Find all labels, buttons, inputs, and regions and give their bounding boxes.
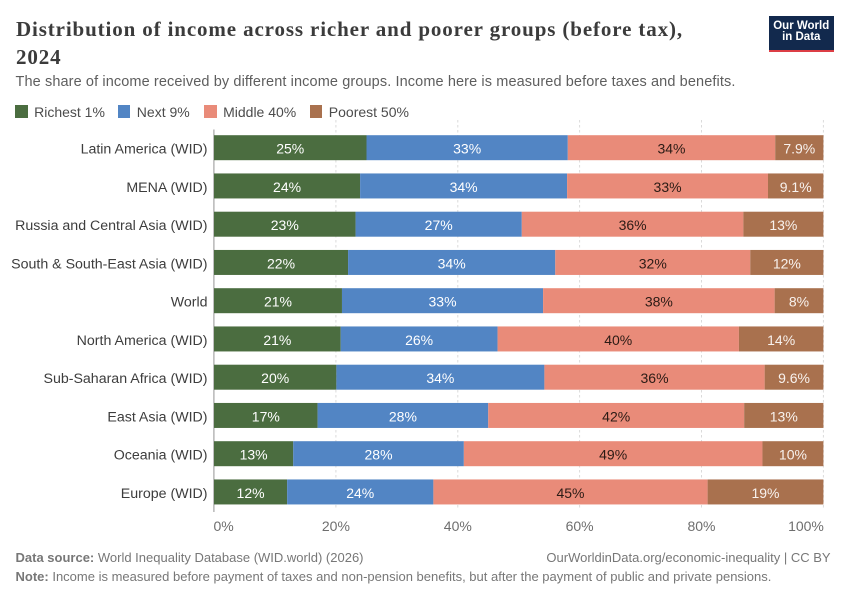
svg-text:33%: 33% xyxy=(453,141,481,157)
svg-text:25%: 25% xyxy=(276,141,304,157)
svg-text:40%: 40% xyxy=(444,518,472,534)
svg-text:38%: 38% xyxy=(645,294,673,310)
svg-text:10%: 10% xyxy=(779,447,807,463)
svg-text:21%: 21% xyxy=(264,294,292,310)
svg-text:80%: 80% xyxy=(687,518,715,534)
svg-text:32%: 32% xyxy=(639,255,667,271)
svg-text:17%: 17% xyxy=(252,408,280,424)
svg-text:42%: 42% xyxy=(602,408,630,424)
svg-text:22%: 22% xyxy=(267,255,295,271)
svg-text:36%: 36% xyxy=(641,370,669,386)
svg-text:7.9%: 7.9% xyxy=(783,141,815,157)
svg-text:60%: 60% xyxy=(566,518,594,534)
svg-text:Europe (WID): Europe (WID) xyxy=(121,486,208,502)
svg-text:12%: 12% xyxy=(773,255,801,271)
svg-text:East Asia (WID): East Asia (WID) xyxy=(107,409,207,425)
svg-text:34%: 34% xyxy=(450,179,478,195)
svg-text:Oceania (WID): Oceania (WID) xyxy=(114,448,208,464)
svg-text:12%: 12% xyxy=(237,485,265,501)
svg-text:45%: 45% xyxy=(556,485,584,501)
svg-text:40%: 40% xyxy=(604,332,632,348)
svg-text:Latin America (WID): Latin America (WID) xyxy=(81,142,208,158)
svg-text:13%: 13% xyxy=(769,217,797,233)
svg-text:13%: 13% xyxy=(770,408,798,424)
svg-text:20%: 20% xyxy=(322,518,350,534)
svg-text:20%: 20% xyxy=(261,370,289,386)
svg-text:34%: 34% xyxy=(426,370,454,386)
svg-text:MENA (WID): MENA (WID) xyxy=(126,180,207,196)
svg-text:33%: 33% xyxy=(429,294,457,310)
svg-text:34%: 34% xyxy=(657,141,685,157)
svg-text:9.6%: 9.6% xyxy=(778,370,810,386)
svg-text:33%: 33% xyxy=(654,179,682,195)
svg-text:24%: 24% xyxy=(346,485,374,501)
svg-text:9.1%: 9.1% xyxy=(780,179,812,195)
svg-text:14%: 14% xyxy=(767,332,795,348)
svg-text:26%: 26% xyxy=(405,332,433,348)
svg-text:21%: 21% xyxy=(263,332,291,348)
svg-text:100%: 100% xyxy=(788,518,824,534)
svg-text:Sub-Saharan Africa (WID): Sub-Saharan Africa (WID) xyxy=(43,371,207,387)
svg-text:North America (WID): North America (WID) xyxy=(77,333,208,349)
svg-text:Russia and Central Asia (WID): Russia and Central Asia (WID) xyxy=(15,218,207,234)
svg-text:19%: 19% xyxy=(751,485,779,501)
svg-text:24%: 24% xyxy=(273,179,301,195)
svg-text:28%: 28% xyxy=(389,408,417,424)
svg-text:28%: 28% xyxy=(365,447,393,463)
svg-text:34%: 34% xyxy=(438,255,466,271)
svg-text:23%: 23% xyxy=(271,217,299,233)
svg-text:World: World xyxy=(171,295,208,311)
svg-text:0%: 0% xyxy=(214,518,234,534)
svg-text:27%: 27% xyxy=(425,217,453,233)
svg-text:13%: 13% xyxy=(240,447,268,463)
svg-text:South & South-East Asia (WID): South & South-East Asia (WID) xyxy=(11,256,207,272)
svg-text:8%: 8% xyxy=(789,294,809,310)
svg-text:36%: 36% xyxy=(619,217,647,233)
svg-text:49%: 49% xyxy=(599,447,627,463)
